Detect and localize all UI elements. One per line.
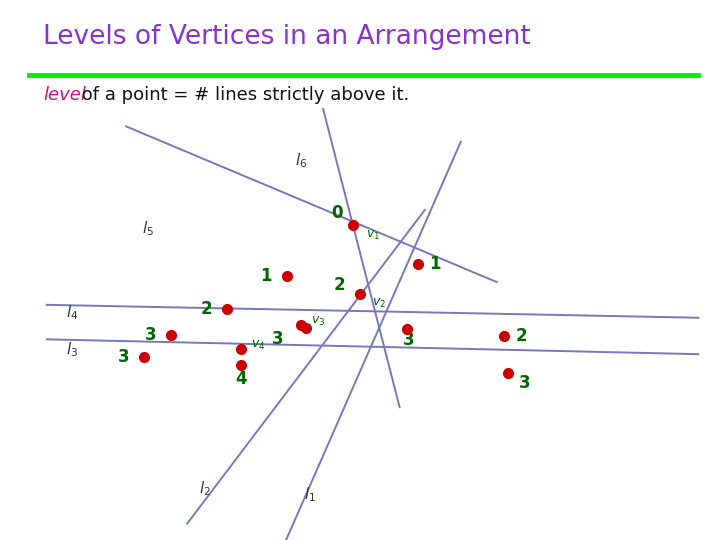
- Text: 2: 2: [516, 327, 527, 345]
- Text: $l_3$: $l_3$: [66, 341, 78, 359]
- Text: $l_5$: $l_5$: [142, 220, 153, 238]
- Text: 3: 3: [402, 332, 414, 349]
- Text: $l_6$: $l_6$: [294, 151, 307, 170]
- Text: 2: 2: [201, 300, 212, 318]
- Text: Levels of Vertices in an Arrangement: Levels of Vertices in an Arrangement: [43, 24, 531, 50]
- Text: 3: 3: [145, 326, 156, 344]
- Text: $l_1$: $l_1$: [304, 485, 315, 504]
- Text: of a point = # lines strictly above it.: of a point = # lines strictly above it.: [76, 86, 410, 104]
- Text: $v_4$: $v_4$: [251, 339, 266, 352]
- Text: 1: 1: [429, 255, 441, 273]
- Text: 2: 2: [334, 276, 346, 294]
- Text: level: level: [43, 86, 86, 104]
- Text: 1: 1: [261, 267, 272, 286]
- Text: $v_1$: $v_1$: [366, 229, 380, 242]
- Text: 3: 3: [519, 374, 531, 391]
- Text: $v_2$: $v_2$: [372, 297, 385, 310]
- Text: $l_2$: $l_2$: [199, 480, 211, 498]
- Text: 4: 4: [235, 370, 247, 388]
- Text: 3: 3: [118, 348, 130, 366]
- Text: 3: 3: [271, 330, 283, 348]
- Text: $v_3$: $v_3$: [311, 315, 325, 328]
- Text: $l_4$: $l_4$: [66, 303, 78, 322]
- Text: 0: 0: [331, 204, 343, 221]
